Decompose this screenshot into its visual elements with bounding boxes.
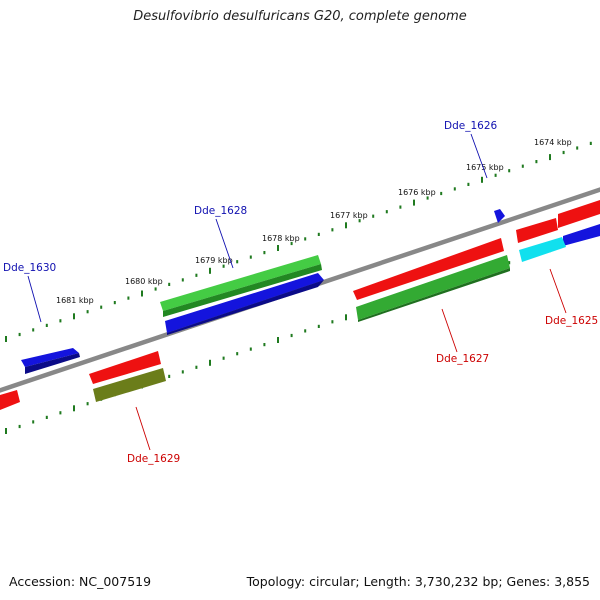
leader-dde-1626: [470, 133, 488, 179]
gene-label-dde-1626[interactable]: Dde_1626: [444, 120, 498, 132]
leader-dde-1628: [215, 218, 234, 269]
genes: [0, 200, 600, 410]
gene-blue-right-edge[interactable]: [563, 224, 600, 246]
leader-dde-1627: [441, 308, 458, 353]
gene-red-1629-pair[interactable]: [89, 351, 161, 384]
gene-red-1625-pair[interactable]: [516, 218, 558, 243]
genome-title: Desulfovibrio desulfuricans G20, complet…: [133, 9, 467, 24]
gene-label-dde-1629[interactable]: Dde_1629: [127, 453, 180, 465]
gene-dde-1629[interactable]: [93, 368, 166, 402]
gene-red-1627-pair[interactable]: [353, 238, 504, 300]
gene-label-dde-1627[interactable]: Dde_1627: [436, 353, 489, 365]
kbp-labels: 1681 kbp 1680 kbp 1679 kbp 1678 kbp 1677…: [56, 138, 572, 305]
gene-blue-1628-strand[interactable]: [165, 273, 324, 335]
kbp-label-1677: 1677 kbp: [330, 211, 368, 220]
kbp-label-1679: 1679 kbp: [195, 256, 233, 265]
gene-labels: Dde_1626 Dde_1628 Dde_1630 Dde_1625 Dde_…: [3, 120, 598, 465]
kbp-label-1675: 1675 kbp: [466, 163, 504, 172]
kbp-label-1680: 1680 kbp: [125, 277, 163, 286]
gene-red-left-edge[interactable]: [0, 390, 20, 410]
gene-label-dde-1625[interactable]: Dde_1625: [545, 315, 598, 327]
leader-dde-1630: [27, 275, 42, 323]
gene-label-lines: [27, 133, 567, 451]
kbp-label-1678: 1678 kbp: [262, 234, 300, 243]
gene-label-dde-1628[interactable]: Dde_1628: [194, 205, 247, 217]
gene-dde-1627[interactable]: [356, 255, 510, 322]
topology-text: Topology: circular; Length: 3,730,232 bp…: [246, 574, 590, 589]
leader-dde-1625: [549, 268, 567, 314]
gene-red-top-right[interactable]: [558, 200, 600, 228]
gene-dde-1626[interactable]: [494, 209, 505, 223]
kbp-label-1676: 1676 kbp: [398, 188, 436, 197]
gene-dde-1625[interactable]: [519, 237, 566, 262]
kbp-label-1674: 1674 kbp: [534, 138, 572, 147]
gene-dde-1630[interactable]: [21, 348, 80, 374]
gene-label-dde-1630[interactable]: Dde_1630: [3, 262, 56, 274]
gene-dde-1628[interactable]: [160, 255, 322, 317]
leader-dde-1629: [135, 406, 151, 451]
kbp-label-1681: 1681 kbp: [56, 296, 94, 305]
accession-text: Accession: NC_007519: [9, 574, 152, 589]
